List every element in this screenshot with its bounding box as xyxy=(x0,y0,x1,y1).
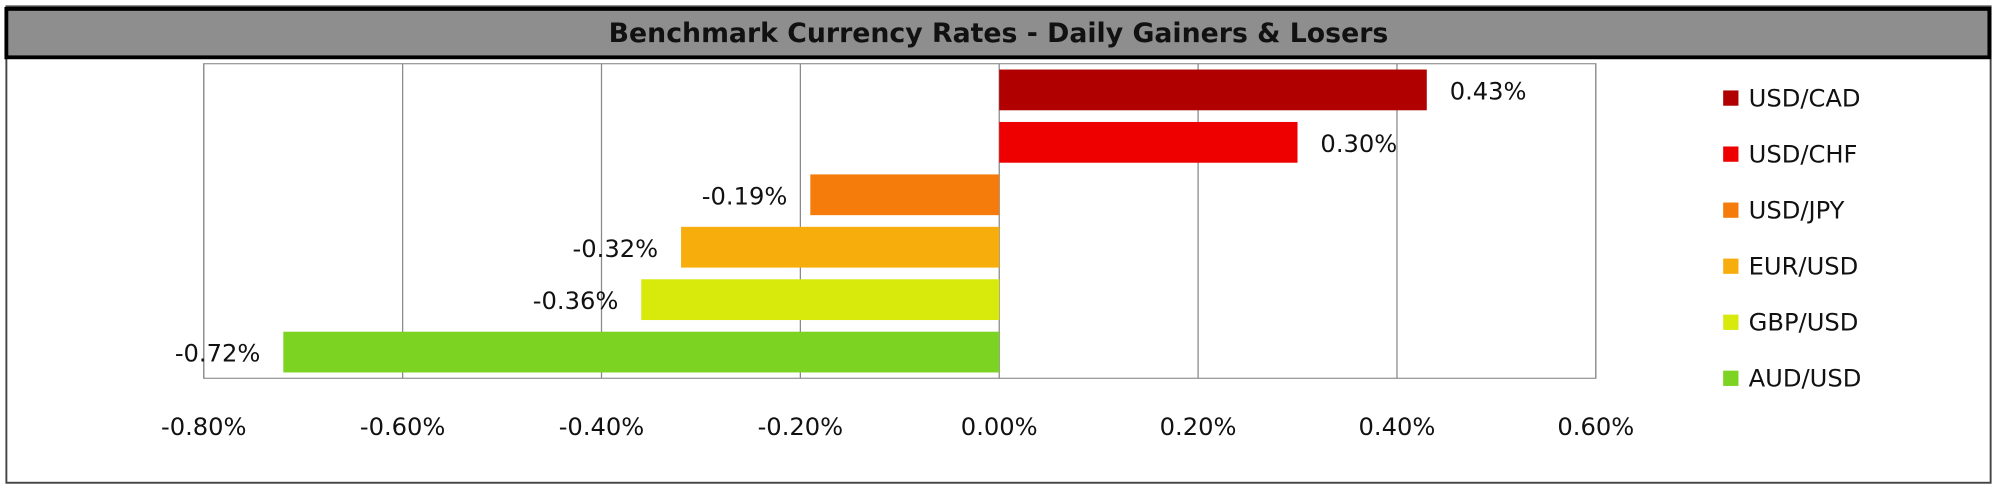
x-tick-label: 0.20% xyxy=(1160,413,1237,441)
legend-label: USD/CHF xyxy=(1749,140,1858,168)
value-label: 0.30% xyxy=(1320,130,1397,158)
legend-swatch xyxy=(1723,314,1739,330)
legend-label: USD/CAD xyxy=(1749,84,1861,112)
legend-swatch xyxy=(1723,202,1739,218)
legend-label: GBP/USD xyxy=(1749,309,1859,337)
bar xyxy=(810,174,1000,216)
legend-label: USD/JPY xyxy=(1749,196,1845,224)
value-label: -0.72% xyxy=(175,340,261,368)
legend-swatch xyxy=(1723,90,1739,106)
bar xyxy=(999,69,1427,111)
x-tick-label: -0.60% xyxy=(360,413,446,441)
title-bar xyxy=(4,7,1992,60)
value-label: -0.19% xyxy=(702,182,788,210)
x-tick-label: -0.40% xyxy=(559,413,645,441)
x-tick-label: 0.00% xyxy=(961,413,1038,441)
legend-swatch xyxy=(1723,258,1739,274)
x-tick-label: -0.20% xyxy=(758,413,844,441)
legend-label: EUR/USD xyxy=(1749,252,1859,280)
value-label: -0.32% xyxy=(573,235,659,263)
bar xyxy=(283,331,1000,373)
legend-swatch xyxy=(1723,146,1739,162)
value-label: 0.43% xyxy=(1450,77,1527,105)
chart-title: Benchmark Currency Rates - Daily Gainers… xyxy=(609,18,1389,49)
legend-label: AUD/USD xyxy=(1749,365,1862,393)
value-label: -0.36% xyxy=(533,287,619,315)
bar xyxy=(681,226,1000,268)
x-tick-label: 0.60% xyxy=(1557,413,1634,441)
bar xyxy=(999,121,1298,163)
x-tick-label: 0.40% xyxy=(1359,413,1436,441)
legend-swatch xyxy=(1723,370,1739,386)
x-tick-label: -0.80% xyxy=(161,413,247,441)
bar xyxy=(641,279,1000,321)
